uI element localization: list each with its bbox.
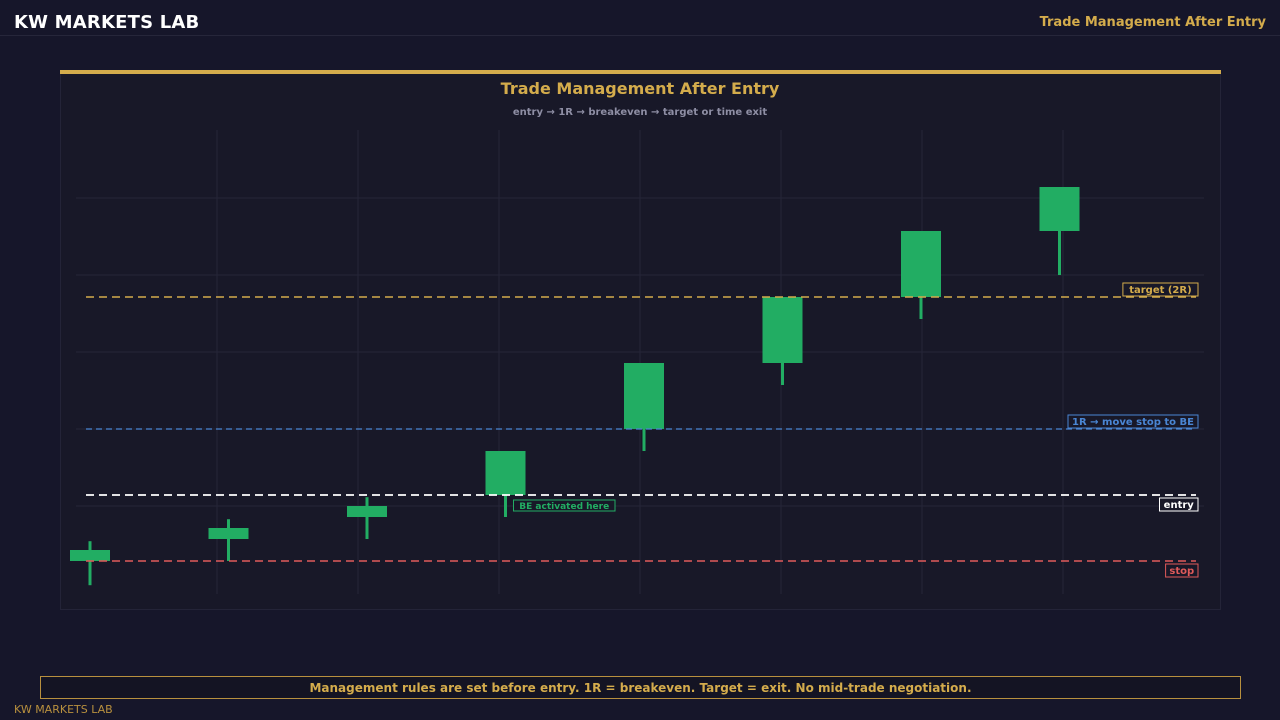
candle-body — [624, 363, 664, 429]
level-label-entry: entry — [1164, 500, 1195, 511]
top-bar: KW MARKETS LAB Trade Management After En… — [0, 0, 1280, 36]
candle-body — [347, 506, 387, 517]
panel-accent-bar — [60, 70, 1221, 74]
annotation-label: BE activated here — [519, 502, 609, 512]
chart-subtitle: entry → 1R → breakeven → target or time … — [513, 107, 768, 118]
candle-body — [208, 528, 249, 539]
chart-title: Trade Management After Entry — [501, 79, 780, 98]
candle-body — [762, 297, 803, 363]
candle-body — [485, 451, 526, 495]
candle-body — [70, 550, 110, 561]
level-label-stop: stop — [1169, 566, 1194, 577]
footer-note-box: Management rules are set before entry. 1… — [40, 676, 1241, 699]
candle-body — [1039, 187, 1080, 231]
brand-logo-text: KW MARKETS LAB — [14, 12, 200, 33]
candle-body — [901, 231, 941, 297]
level-label-box-one_r — [1067, 414, 1199, 429]
page-section-title: Trade Management After Entry — [1039, 15, 1266, 30]
footer-brand: KW MARKETS LAB — [14, 703, 113, 716]
level-label-one_r: 1R → move stop to BE — [1072, 417, 1194, 428]
level-label-target: target (2R) — [1129, 285, 1191, 296]
level-label-box-stop — [1165, 563, 1199, 578]
level-label-box-entry — [1159, 497, 1199, 512]
footer-note: Management rules are set before entry. 1… — [309, 681, 972, 695]
level-label-box-target — [1122, 282, 1199, 297]
annotation-box — [513, 499, 616, 512]
